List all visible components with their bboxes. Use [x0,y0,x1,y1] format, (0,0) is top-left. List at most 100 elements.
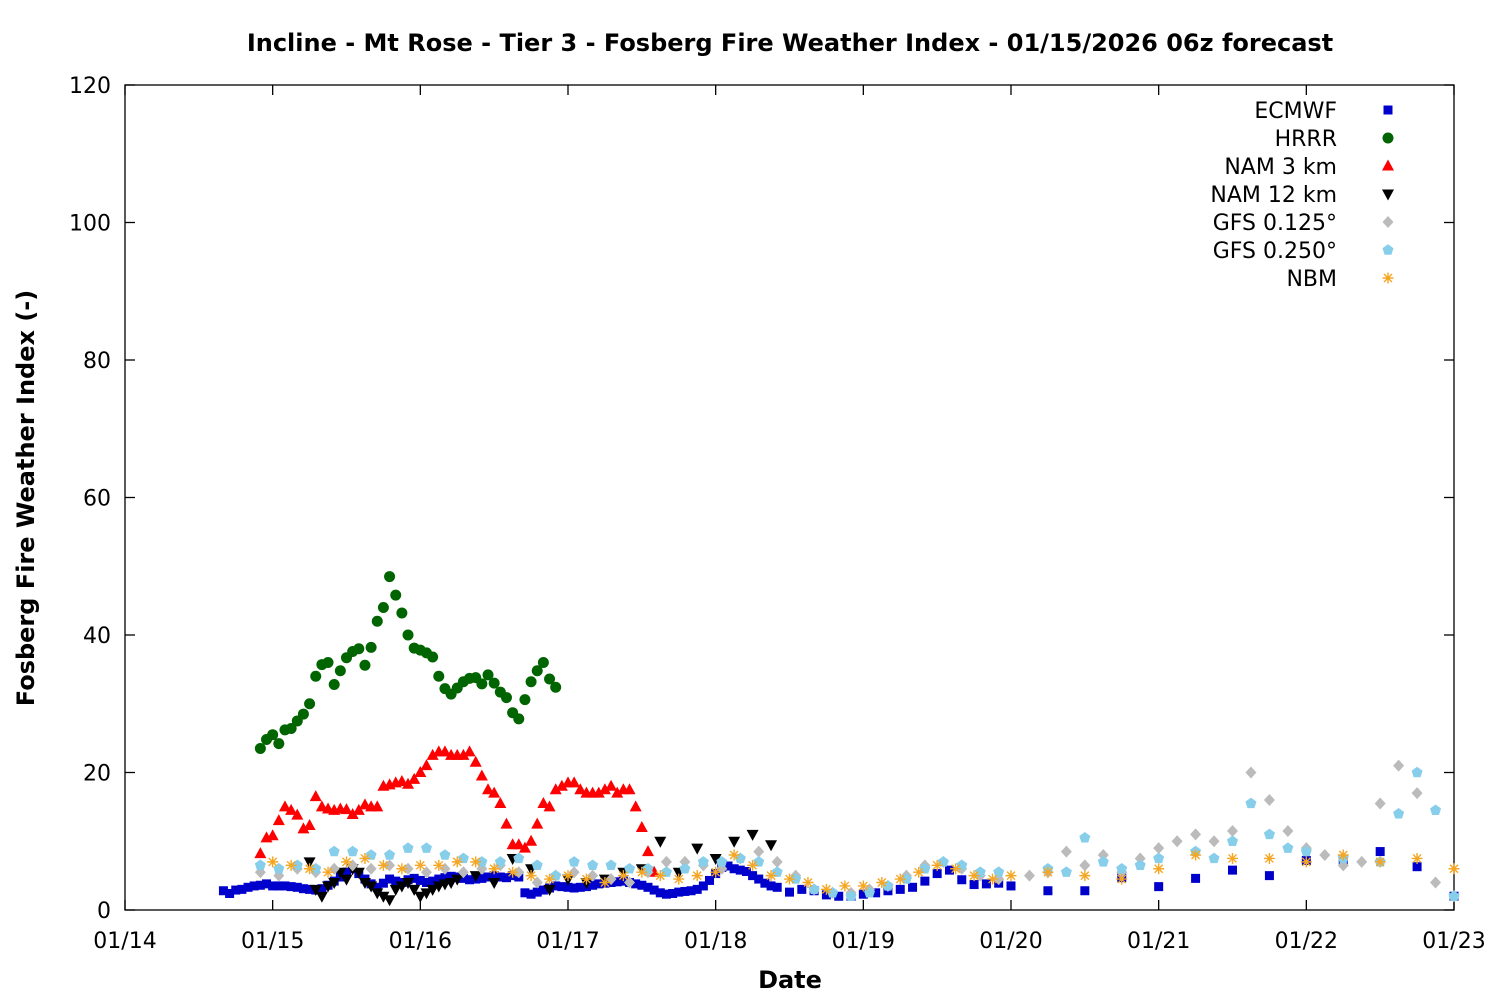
data-point [365,862,377,875]
data-point [457,852,469,864]
data-point [834,891,844,901]
data-point [641,845,654,857]
data-point [494,796,507,808]
data-point [359,659,371,671]
data-point [488,863,500,875]
data-point [420,842,432,853]
y-tick-label: 40 [83,624,111,649]
y-axis: 0 20 40 60 80 100 120 [69,74,1454,924]
data-point [488,786,501,798]
data-point [612,877,622,887]
data-point [588,880,598,890]
data-point [519,694,531,706]
data-point [544,673,556,685]
data-point [1319,849,1331,861]
data-point [544,873,556,885]
data-point [655,888,665,898]
y-tick-label: 20 [83,762,111,787]
data-point [371,888,384,900]
data-point [415,875,425,885]
data-point [531,859,543,870]
data-point [525,676,537,688]
data-point [568,776,581,788]
data-point [531,665,543,677]
data-point [1005,870,1017,882]
data-point [654,836,667,848]
data-point [267,856,279,868]
data-point [365,881,378,893]
legend-marker [1382,132,1394,144]
data-point [409,873,419,883]
legend-label: NBM [1286,267,1337,292]
data-point [760,878,770,888]
data-point [598,783,611,795]
data-point [1042,866,1054,878]
data-point [876,877,888,888]
data-point [500,817,513,829]
data-point [402,878,415,889]
data-point [674,887,684,897]
data-point [1208,835,1220,848]
data-point [673,873,685,885]
data-point [1006,881,1016,891]
data-point [365,641,377,653]
data-point [488,878,501,889]
data-point [728,836,741,848]
data-point [765,840,778,852]
data-point [249,881,259,891]
data-point [470,856,482,868]
data-point [550,681,562,693]
data-point [920,876,930,886]
data-point [957,875,967,885]
data-point [225,889,235,898]
data-point [255,880,265,890]
x-tick-label: 01/22 [1275,929,1338,954]
data-point [1154,882,1164,892]
data-point [710,866,722,878]
data-point [254,859,266,870]
data-point [1356,855,1368,868]
data-point [987,873,999,885]
x-tick-label: 01/19 [832,929,895,954]
data-point [495,872,505,882]
chart-title: Incline - Mt Rose - Tier 3 - Fosberg Fir… [247,29,1333,57]
data-point [268,881,278,891]
data-point [1245,797,1257,809]
data-point [679,855,691,868]
data-point [1282,824,1294,837]
data-point [303,818,316,830]
data-point [469,755,482,767]
data-point [341,856,352,868]
data-point [1393,807,1405,819]
data-point [291,808,304,820]
data-point [385,874,395,884]
data-point [1023,869,1035,882]
legend-label: HRRR [1275,127,1337,152]
data-point [1079,832,1091,843]
data-point [1153,842,1165,855]
data-point [427,651,439,663]
data-point [273,738,285,750]
data-point [465,875,475,885]
data-point [1430,804,1442,815]
data-point [285,803,298,815]
legend-marker [1382,189,1394,201]
data-point [358,878,371,889]
x-tick-label: 01/20 [979,929,1042,954]
x-tick-label: 01/15 [241,929,304,954]
data-point [243,882,253,892]
data-point [1393,759,1405,772]
data-point [1208,852,1220,864]
data-point [587,859,599,870]
data-point [1134,852,1146,865]
data-point [993,866,1005,877]
data-point [592,786,605,798]
data-point [457,866,469,879]
data-point [931,859,943,871]
data-point [968,870,980,882]
x-axis-label: Date [758,966,822,994]
data-point [391,876,401,886]
y-tick-label: 120 [69,74,111,99]
data-point [969,880,979,890]
data-point [322,881,335,893]
